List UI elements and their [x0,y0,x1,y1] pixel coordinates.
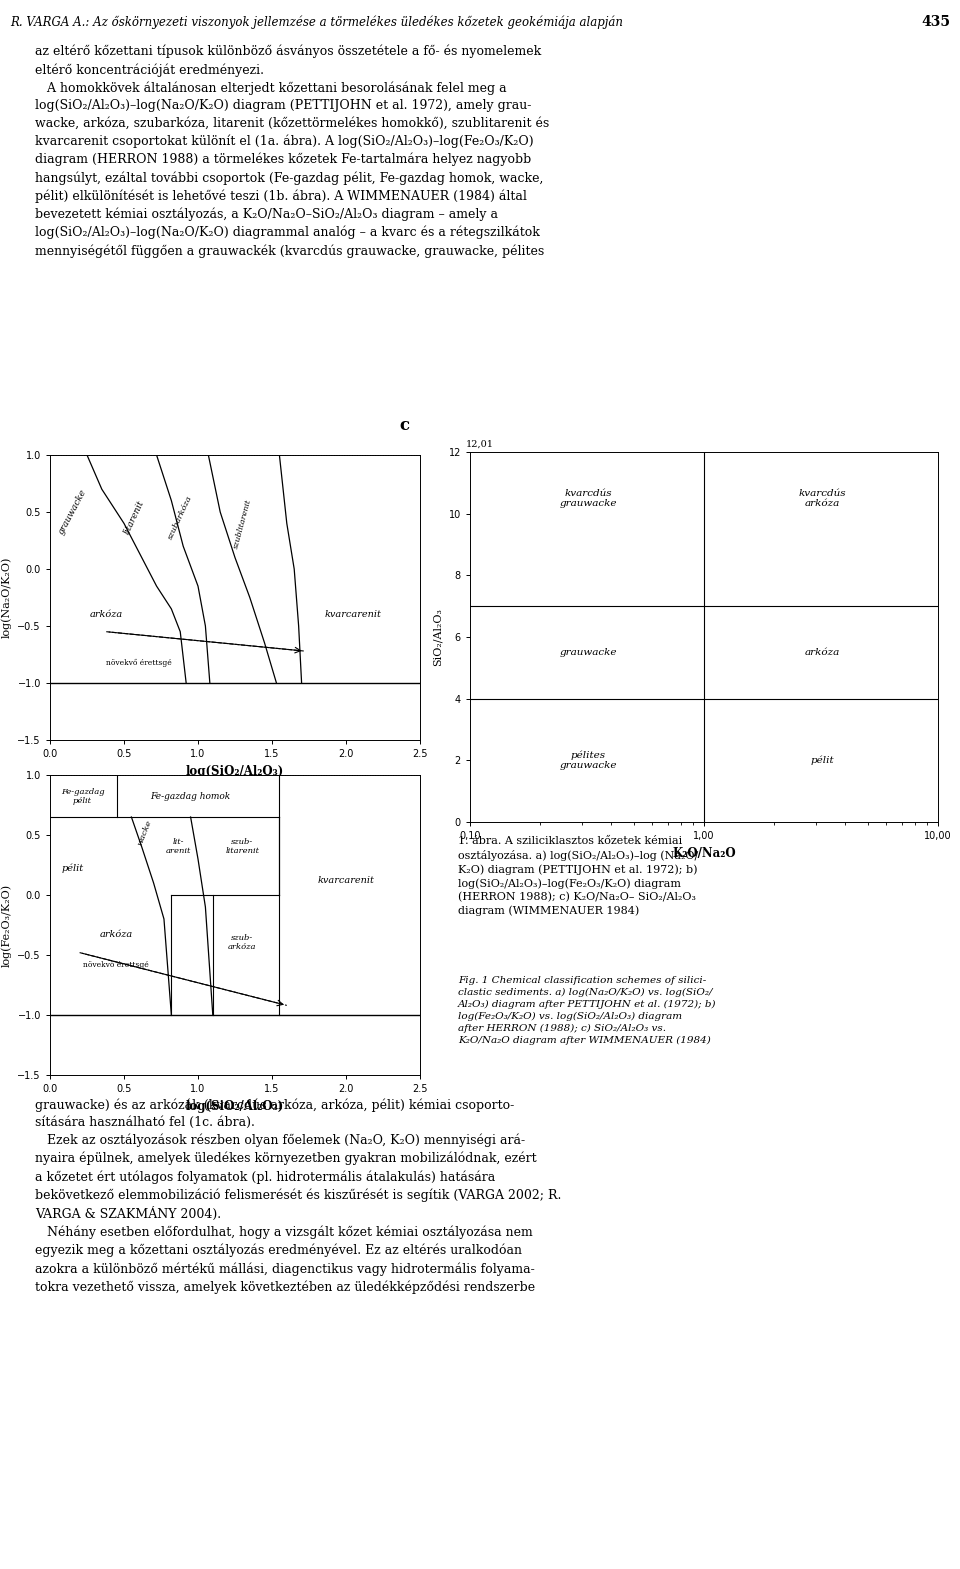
Text: kvarcdús
grauwacke: kvarcdús grauwacke [560,488,617,508]
Y-axis label: log(Na₂O/K₂O): log(Na₂O/K₂O) [1,557,12,639]
X-axis label: log(SiO₂/Al₂O₃): log(SiO₂/Al₂O₃) [186,764,284,778]
Text: növekvő érettsgé: növekvő érettsgé [107,659,172,667]
Text: Fe-gazdag
pélit: Fe-gazdag pélit [60,788,105,805]
Text: szublitarenit: szublitarenit [232,497,252,549]
Text: grauwacke: grauwacke [57,488,88,537]
Text: Fig. 1 Chemical classification schemes of silici-
clastic sediments. a) log(Na₂O: Fig. 1 Chemical classification schemes o… [458,976,716,1045]
Text: arkóza: arkóza [804,648,840,657]
Text: arkóza: arkóza [100,930,133,938]
Text: grauwacke) és az arkózák (kvarcdús arkóza, arkóza, pélit) kémiai csoporto-
sítás: grauwacke) és az arkózák (kvarcdús arkóz… [35,1098,562,1294]
Text: az eltérő kőzettani típusok különböző ásványos összetétele a fő- és nyomelemek
e: az eltérő kőzettani típusok különböző ás… [35,46,549,257]
Y-axis label: log(Fe₂O₃/K₂O): log(Fe₂O₃/K₂O) [1,883,12,967]
Text: Fe-gazdag homok: Fe-gazdag homok [151,792,230,802]
Text: wacke: wacke [136,819,154,847]
Text: szub-
litarenit: szub- litarenit [226,838,259,855]
Text: pélit: pélit [61,863,84,872]
Text: R. VARGA A.: Az őskörnyezeti viszonyok jellemzése a törmelékes üledékes kőzetek : R. VARGA A.: Az őskörnyezeti viszonyok j… [10,16,623,28]
Text: arkóza: arkóza [89,610,123,618]
Y-axis label: SiO₂/Al₂O₃: SiO₂/Al₂O₃ [433,609,444,665]
Text: 1. ábra. A sziliciklasztos kőzetek kémiai
osztályozása. a) log(SiO₂/Al₂O₃)–log (: 1. ábra. A sziliciklasztos kőzetek kémia… [458,836,698,916]
Text: kvarcdús
arkóza: kvarcdús arkóza [799,488,846,508]
Text: c: c [399,417,410,433]
Text: lit-
arenit: lit- arenit [166,838,191,855]
Text: grauwacke: grauwacke [560,648,617,657]
Text: 12,01: 12,01 [466,439,493,449]
X-axis label: log(SiO₂/Al₂O₃): log(SiO₂/Al₂O₃) [186,1100,284,1112]
Text: litarenit: litarenit [123,499,146,537]
Text: növekvő érettsgé: növekvő érettsgé [83,960,148,970]
Text: pélit: pélit [810,756,834,766]
Text: szub-
arkóza: szub- arkóza [228,934,256,951]
Text: kvarcarenit: kvarcarenit [325,610,382,618]
Text: szubarkóza: szubarkóza [166,494,194,541]
X-axis label: K₂O/Na₂O: K₂O/Na₂O [672,847,735,860]
Text: pélites
grauwacke: pélites grauwacke [560,750,617,770]
Text: kvarcarenit: kvarcarenit [318,876,374,885]
Text: 435: 435 [921,16,950,28]
